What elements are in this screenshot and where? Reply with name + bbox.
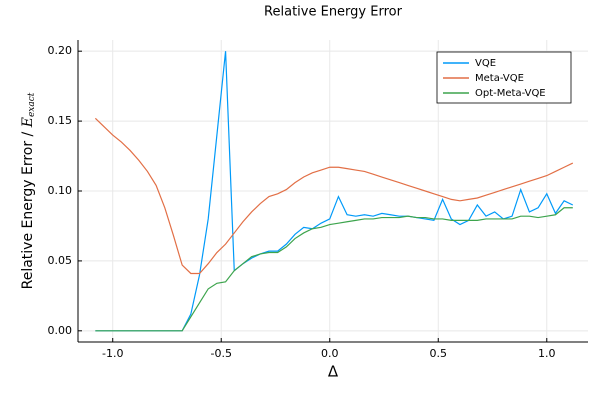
legend-label: Opt-Meta-VQE bbox=[475, 88, 546, 99]
x-tick-label: 0.5 bbox=[430, 347, 448, 360]
y-tick-label: 0.05 bbox=[48, 254, 73, 267]
y-label-math: E bbox=[20, 117, 36, 128]
legend-label: VQE bbox=[475, 58, 496, 69]
chart-title: Relative Energy Error bbox=[264, 5, 403, 20]
y-tick-label: 0.00 bbox=[48, 324, 73, 337]
y-tick-label: 0.20 bbox=[48, 44, 73, 57]
x-tick-label: 0.0 bbox=[321, 347, 339, 360]
y-tick-label: 0.10 bbox=[48, 184, 73, 197]
data-line bbox=[95, 207, 573, 332]
y-label-sub: exact bbox=[27, 92, 37, 117]
y-axis-label: Relative Energy Error / Eexact bbox=[20, 92, 37, 289]
legend-label: Meta-VQE bbox=[475, 73, 524, 84]
x-tick-label: -1.0 bbox=[102, 347, 123, 360]
x-tick-label: 1.0 bbox=[538, 347, 556, 360]
x-tick-label: -0.5 bbox=[210, 347, 231, 360]
y-tick-label: 0.15 bbox=[48, 114, 73, 127]
y-label-text: Relative Energy Error / bbox=[20, 127, 36, 289]
x-axis-label: Δ bbox=[328, 363, 339, 381]
data-line bbox=[94, 117, 574, 275]
